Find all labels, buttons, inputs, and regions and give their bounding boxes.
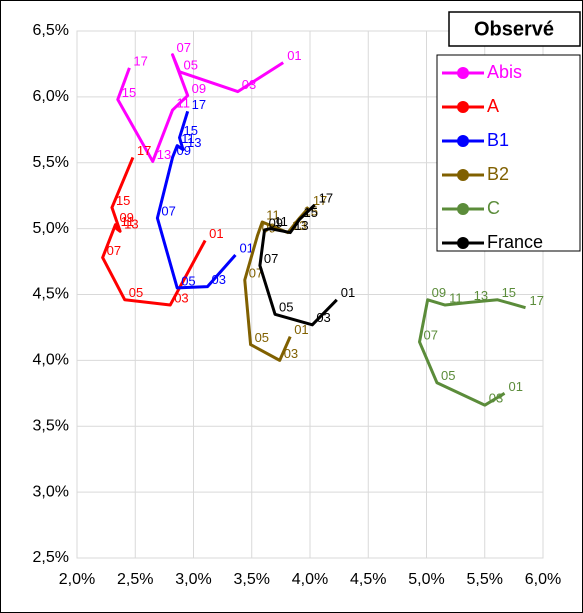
- y-tick-label: 2,5%: [33, 549, 69, 566]
- point-label: 15: [304, 204, 318, 219]
- legend-marker: [457, 135, 469, 147]
- y-tick-label: 4,0%: [33, 352, 69, 369]
- point-label: 01: [287, 48, 301, 63]
- point-label: 09: [177, 143, 191, 158]
- legend-label: France: [487, 232, 543, 252]
- point-label: 05: [184, 57, 198, 72]
- point-label: 11: [181, 131, 195, 146]
- point-label: 07: [264, 251, 278, 266]
- point-label: 07: [107, 243, 121, 258]
- y-tick-label: 3,0%: [33, 483, 69, 500]
- x-tick-label: 2,0%: [59, 571, 95, 588]
- point-label: 05: [129, 285, 143, 300]
- point-label: 11: [121, 214, 135, 229]
- point-label: 07: [161, 204, 175, 219]
- series-line: [258, 203, 338, 327]
- series-line: [116, 53, 285, 163]
- legend-label: B2: [487, 164, 509, 184]
- x-tick-label: 3,5%: [234, 571, 270, 588]
- legend: Observé Abis A B1 B2 C France: [436, 11, 581, 252]
- point-label: 17: [319, 190, 333, 205]
- legend-marker: [457, 203, 469, 215]
- legend-marker: [457, 169, 469, 181]
- x-tick-label: 4,5%: [350, 571, 386, 588]
- point-label: 17: [313, 193, 327, 208]
- point-label: 15: [116, 193, 130, 208]
- point-label: 01: [341, 285, 355, 300]
- point-label: 05: [279, 300, 293, 315]
- point-label: 11: [449, 290, 463, 305]
- y-tick-label: 5,5%: [33, 154, 69, 171]
- point-label: 03: [242, 77, 256, 92]
- point-label: 09: [192, 81, 206, 96]
- legend-label: B1: [487, 130, 509, 150]
- point-label: 17: [137, 143, 151, 158]
- y-tick-label: 3,5%: [33, 417, 69, 434]
- legend-box: [436, 54, 581, 252]
- x-tick-label: 5,5%: [467, 571, 503, 588]
- point-label: 17: [530, 293, 544, 308]
- series-line: [155, 110, 237, 290]
- point-label: 01: [509, 379, 523, 394]
- x-tick-label: 2,5%: [117, 571, 153, 588]
- point-label: 07: [424, 327, 438, 342]
- point-label: 09: [269, 215, 283, 230]
- legend-marker: [457, 67, 469, 79]
- series-line: [101, 156, 207, 307]
- y-tick-label: 5,0%: [33, 220, 69, 237]
- y-tick-label: 6,5%: [33, 22, 69, 39]
- point-label: 07: [177, 40, 191, 55]
- point-label: 11: [274, 214, 288, 229]
- point-label: 15: [304, 205, 318, 220]
- x-tick-label: 4,0%: [292, 571, 328, 588]
- legend-title: Observé: [474, 18, 554, 40]
- point-label: 01: [239, 240, 253, 255]
- y-tick-label: 4,5%: [33, 286, 69, 303]
- point-label: 17: [192, 97, 206, 112]
- series-line: [418, 298, 526, 407]
- point-label: 17: [133, 53, 147, 68]
- point-label: 01: [209, 226, 223, 241]
- point-label: 03: [211, 272, 225, 287]
- x-tick-label: 6,0%: [525, 571, 561, 588]
- point-label: 03: [174, 290, 188, 305]
- point-label: 01: [294, 322, 308, 337]
- legend-label: C: [487, 198, 500, 218]
- point-label: 15: [122, 85, 136, 100]
- legend-title-box: [448, 11, 581, 47]
- point-label: 13: [124, 217, 138, 232]
- point-label: 03: [284, 346, 298, 361]
- legend-label: A: [487, 96, 499, 116]
- point-label: 09: [119, 210, 133, 225]
- point-label: 11: [266, 207, 280, 222]
- point-label: 05: [255, 330, 269, 345]
- point-label: 03: [489, 391, 503, 406]
- point-label: 13: [157, 147, 171, 162]
- legend-marker: [457, 237, 469, 249]
- x-tick-label: 5,0%: [408, 571, 444, 588]
- point-label: 15: [184, 123, 198, 138]
- point-label: 09: [432, 285, 446, 300]
- x-tick-label: 3,0%: [175, 571, 211, 588]
- legend-label: Abis: [487, 62, 522, 82]
- point-label: 15: [502, 285, 516, 300]
- plot-border: [76, 30, 544, 559]
- point-label: 13: [292, 218, 306, 233]
- point-label: 03: [316, 310, 330, 325]
- point-label: 13: [187, 135, 201, 150]
- legend-marker: [457, 101, 469, 113]
- plot-area: 0103050709111315170103050709111315170103…: [101, 40, 544, 407]
- y-tick-label: 6,0%: [33, 88, 69, 105]
- point-label: 05: [181, 273, 195, 288]
- point-label: 05: [441, 368, 455, 383]
- point-label: 13: [294, 218, 308, 233]
- point-label: 13: [474, 288, 488, 303]
- point-label: 11: [177, 95, 191, 110]
